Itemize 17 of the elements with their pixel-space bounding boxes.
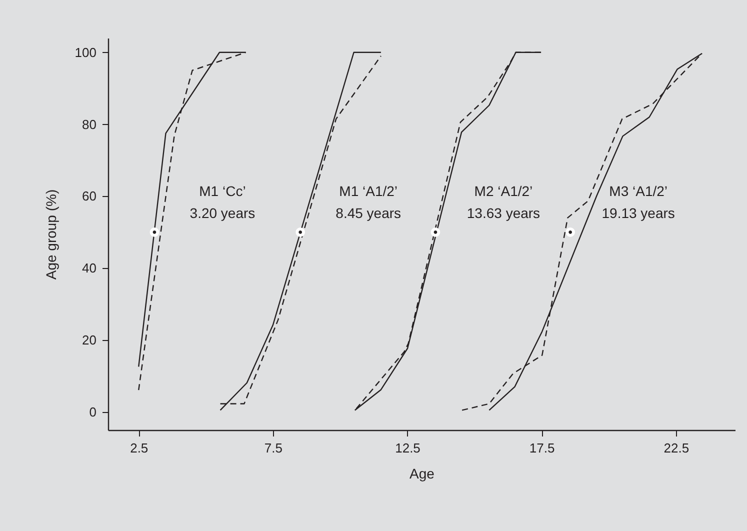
- y-tick-label: 40: [82, 260, 96, 276]
- x-tick-label: 2.5: [130, 440, 148, 456]
- y-axis-title: Age group (%): [42, 189, 59, 280]
- annotation: M3 ‘A1/2’ 19.13 years: [602, 183, 675, 222]
- x-axis-title: Age: [410, 466, 435, 482]
- annotation: M2 ‘A1/2’ 13.63 years: [466, 183, 540, 222]
- y-tick-label: 20: [82, 332, 96, 348]
- annotation: M1 ‘A1/2’ 8.45 years: [336, 183, 402, 222]
- y-tick-label: 60: [82, 188, 96, 204]
- y-tick-label: 80: [82, 116, 96, 132]
- y-tick-label: 100: [74, 44, 96, 60]
- x-tick-label: 17.5: [529, 440, 555, 456]
- x-tick-label: 7.5: [264, 440, 282, 456]
- annotation: M1 ‘Cc’ 3.20 years: [190, 183, 256, 222]
- x-tick-label: 22.5: [664, 440, 690, 456]
- x-tick-label: 12.5: [395, 440, 420, 456]
- y-tick-label: 0: [89, 404, 96, 420]
